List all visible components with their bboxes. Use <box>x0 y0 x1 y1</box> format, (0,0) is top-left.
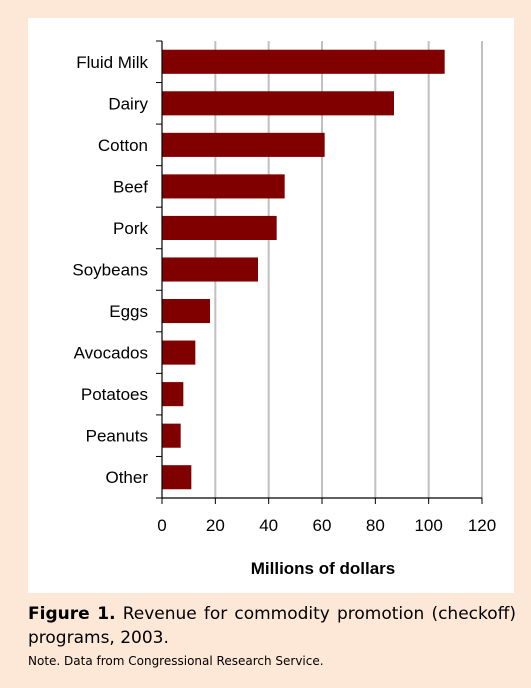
bar-chart: Fluid Milk Dairy Cotton Beef Pork Soybeans Egg… <box>72 40 496 578</box>
x-tick-label: 120 <box>468 516 496 535</box>
x-tick-label: 40 <box>259 516 278 535</box>
category-label: Avocados <box>74 344 148 363</box>
category-label: Beef <box>113 177 148 196</box>
x-tick-label: 80 <box>366 516 385 535</box>
category-label: Pork <box>113 219 148 238</box>
category-label: Fluid Milk <box>76 53 148 72</box>
bar-other <box>162 465 192 490</box>
figure-caption: Figure 1. Revenue for commodity promotio… <box>28 602 516 670</box>
bar-potatoes <box>162 382 184 407</box>
bar-peanuts <box>162 423 181 448</box>
x-tick-label: 20 <box>206 516 225 535</box>
caption-text: Revenue for commodity promotion (checkof… <box>28 604 516 648</box>
category-label: Other <box>105 468 148 487</box>
bar-avocados <box>162 340 196 365</box>
bar-soybeans <box>162 257 258 282</box>
category-label: Dairy <box>108 94 148 113</box>
category-label: Eggs <box>109 302 148 321</box>
x-tick-label: 100 <box>414 516 442 535</box>
category-label: Soybeans <box>72 261 148 280</box>
bar-eggs <box>162 298 210 324</box>
x-tick-label: 0 <box>157 516 166 535</box>
figure-label: Figure 1. <box>28 604 116 624</box>
category-label: Potatoes <box>81 385 148 404</box>
category-label: Peanuts <box>86 427 148 446</box>
bar-beef <box>162 174 285 199</box>
x-tick-label: 60 <box>313 516 332 535</box>
bar-fluid-milk <box>162 49 445 74</box>
plot-panel: Fluid Milk Dairy Cotton Beef Pork Soybeans Egg… <box>28 18 514 593</box>
bar-cotton <box>162 132 325 157</box>
bar-pork <box>162 215 277 241</box>
category-label: Cotton <box>98 136 148 155</box>
bar-dairy <box>162 91 394 116</box>
caption-line: Figure 1. Revenue for commodity promotio… <box>28 602 516 650</box>
x-axis-label: Millions of dollars <box>251 559 396 578</box>
source-note: Note. Data from Congressional Research S… <box>28 654 324 668</box>
